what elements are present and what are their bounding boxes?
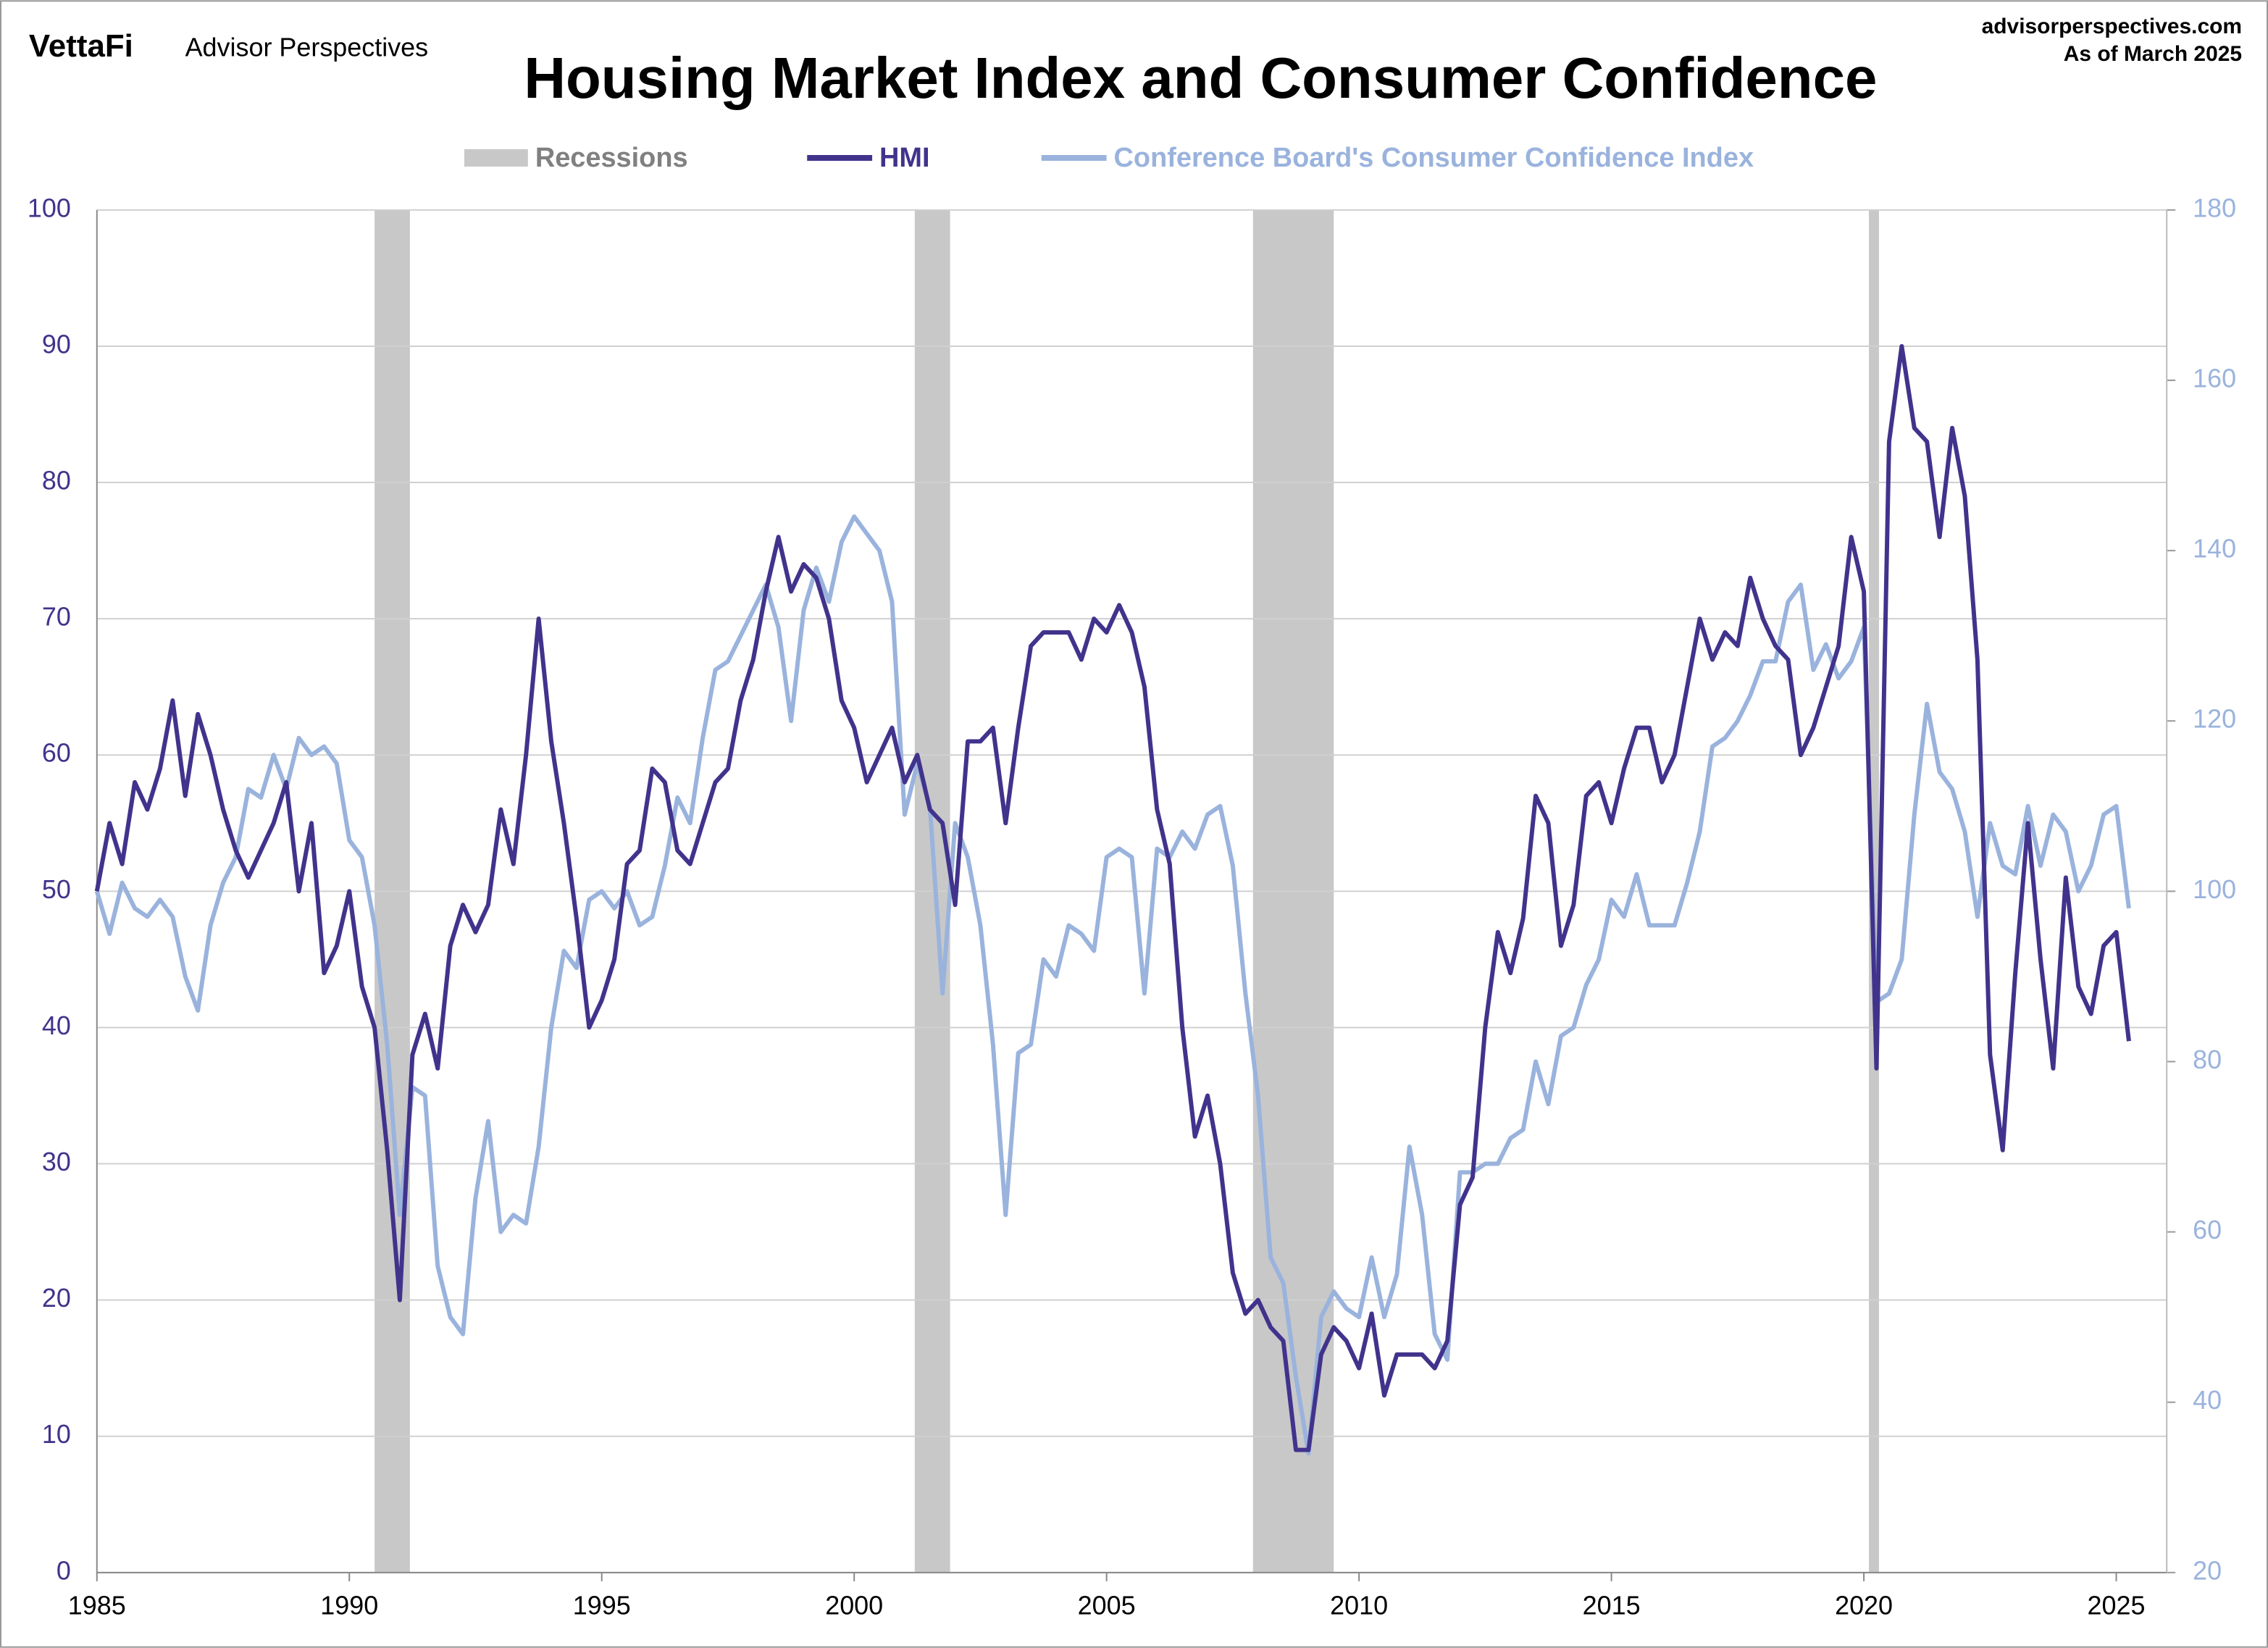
- x-tick-label: 1990: [320, 1590, 378, 1620]
- x-tick-label: 2005: [1078, 1590, 1136, 1620]
- y-tick-label: 30: [42, 1147, 71, 1176]
- y-tick-label: 90: [42, 329, 71, 359]
- brand: VettaFi: [29, 28, 133, 64]
- y-tick-label: 40: [42, 1011, 71, 1040]
- legend-swatch: [464, 149, 528, 167]
- legend-label: HMI: [879, 143, 930, 173]
- y-tick-label: 60: [42, 738, 71, 768]
- y-tick-label: 100: [28, 193, 71, 222]
- site: advisorperspectives.com: [1982, 14, 2242, 38]
- y2-tick-label: 140: [2193, 534, 2236, 564]
- y-tick-label: 50: [42, 874, 71, 904]
- y2-tick-label: 160: [2193, 363, 2236, 393]
- legend-label: Conference Board's Consumer Confidence I…: [1114, 143, 1754, 173]
- x-tick-label: 2000: [825, 1590, 883, 1620]
- y-tick-label: 70: [42, 602, 71, 632]
- y2-tick-label: 20: [2193, 1555, 2222, 1585]
- legend-label: Recessions: [535, 143, 688, 173]
- x-tick-label: 2025: [2088, 1590, 2146, 1620]
- y-tick-label: 20: [42, 1283, 71, 1313]
- y2-tick-label: 120: [2193, 704, 2236, 734]
- x-tick-label: 2020: [1835, 1590, 1893, 1620]
- y-tick-label: 10: [42, 1419, 71, 1449]
- y-tick-label: 80: [42, 466, 71, 495]
- y-tick-label: 0: [57, 1555, 71, 1585]
- y2-tick-label: 180: [2193, 193, 2236, 222]
- y2-tick-label: 60: [2193, 1215, 2222, 1245]
- y2-tick-label: 80: [2193, 1045, 2222, 1074]
- x-tick-label: 2015: [1583, 1590, 1641, 1620]
- as-of: As of March 2025: [2064, 42, 2242, 66]
- y2-tick-label: 100: [2193, 874, 2236, 904]
- chart-title: Housing Market Index and Consumer Confid…: [524, 46, 1877, 110]
- x-tick-label: 2010: [1330, 1590, 1388, 1620]
- x-tick-label: 1995: [573, 1590, 631, 1620]
- series-line: [94, 343, 2131, 1452]
- x-tick-label: 1985: [68, 1590, 126, 1620]
- series-line: [94, 514, 2131, 1456]
- publisher: Advisor Perspectives: [185, 33, 429, 62]
- y2-tick-label: 40: [2193, 1385, 2222, 1415]
